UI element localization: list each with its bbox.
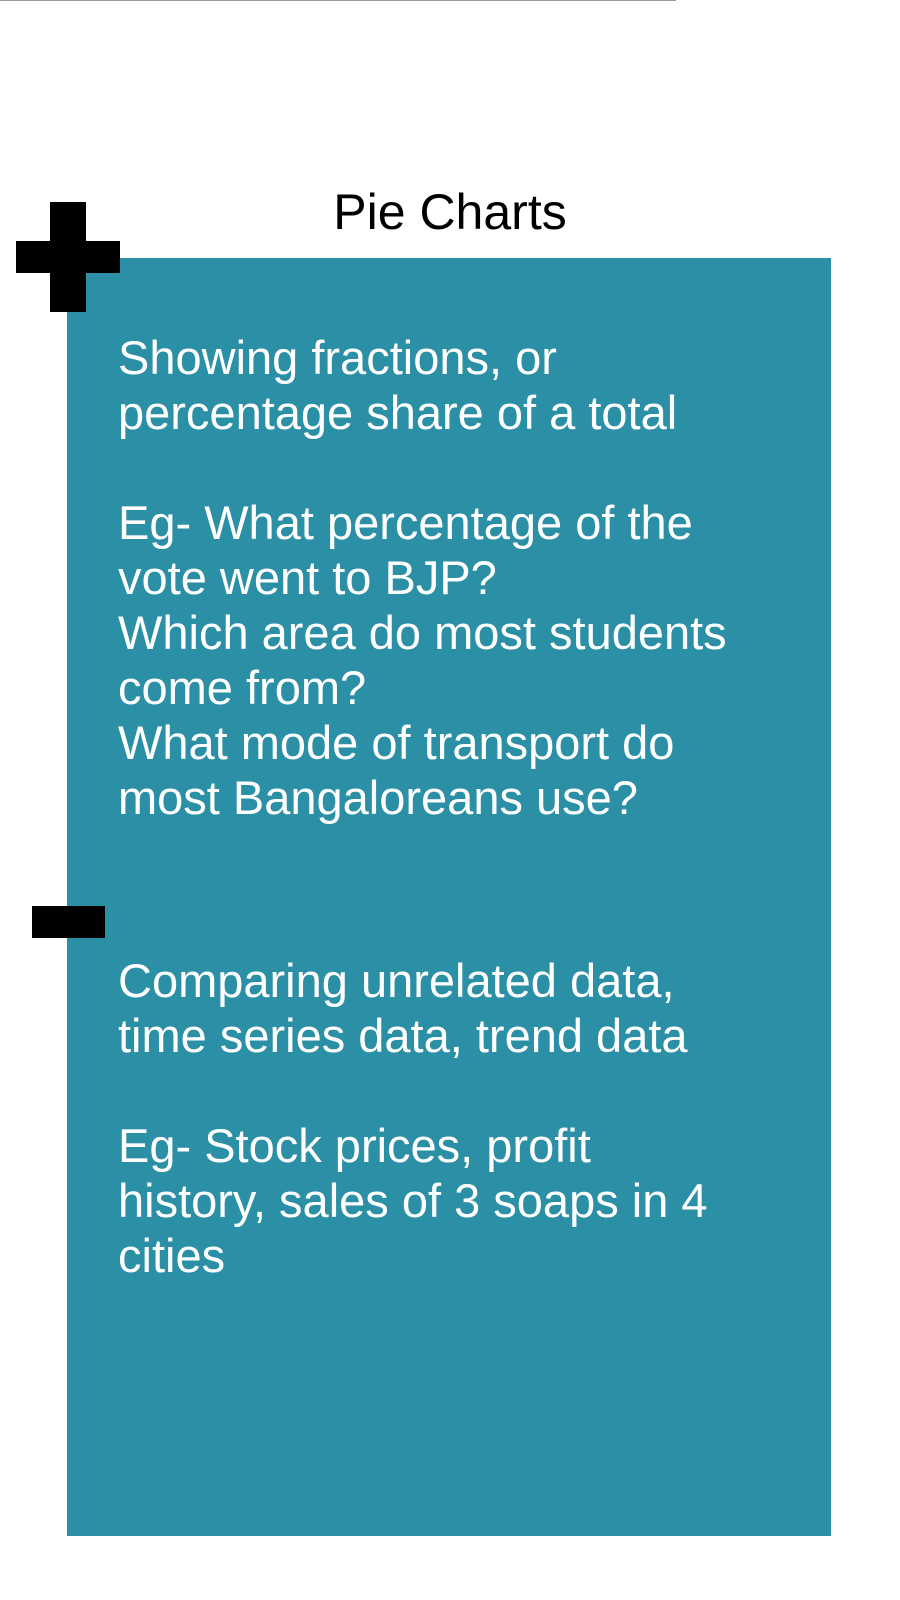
pros-example-line: What mode of transport do: [118, 716, 675, 769]
cons-example-line: cities: [118, 1229, 226, 1282]
cons-example-line: Eg- Stock prices, profit: [118, 1119, 591, 1172]
pros-examples: Eg- What percentage of the vote went to …: [118, 495, 818, 825]
pros-example-line: come from?: [118, 661, 367, 714]
pros-example-line: most Bangaloreans use?: [118, 771, 638, 824]
minus-icon: [32, 906, 105, 938]
pros-description: Showing fractions, or percentage share o…: [118, 330, 818, 440]
page-title: Pie Charts: [333, 184, 567, 240]
content-panel: [67, 258, 831, 1536]
cons-examples: Eg- Stock prices, profit history, sales …: [118, 1118, 818, 1283]
pros-description-line: Showing fractions, or: [118, 331, 557, 384]
cons-example-line: history, sales of 3 soaps in 4: [118, 1174, 708, 1227]
cons-description-line: time series data, trend data: [118, 1009, 688, 1062]
pros-example-line: vote went to BJP?: [118, 551, 497, 604]
cons-description-line: Comparing unrelated data,: [118, 954, 675, 1007]
pros-description-line: percentage share of a total: [118, 386, 678, 439]
pros-example-line: Eg- What percentage of the: [118, 496, 693, 549]
top-divider: [0, 0, 676, 1]
plus-icon-horizontal-bar: [16, 241, 120, 273]
cons-description: Comparing unrelated data, time series da…: [118, 953, 818, 1063]
pros-example-line: Which area do most students: [118, 606, 727, 659]
